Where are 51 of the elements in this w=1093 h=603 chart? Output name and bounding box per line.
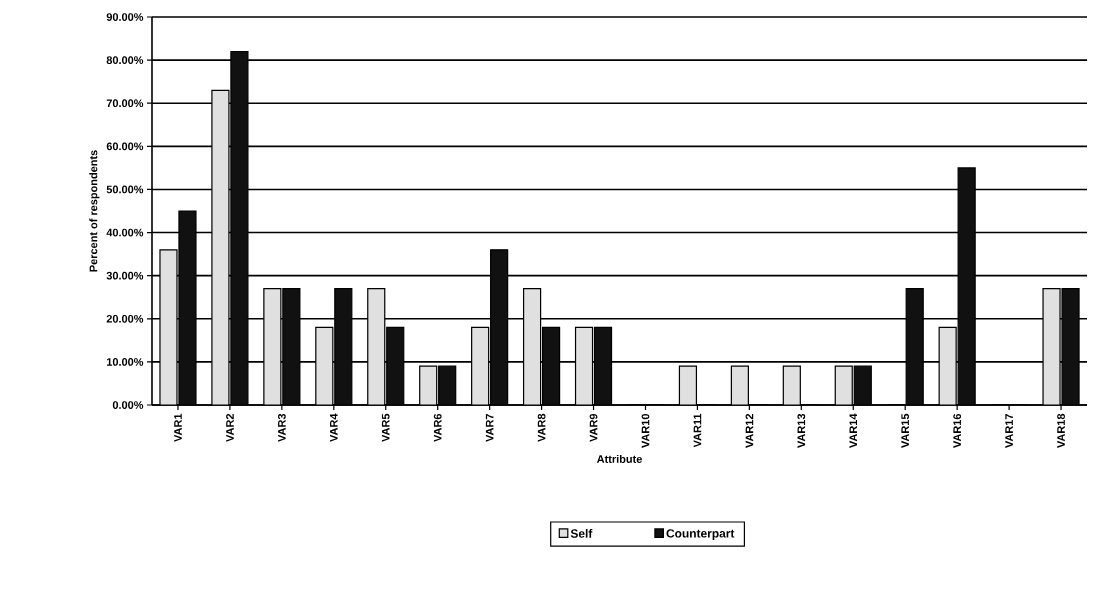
bar	[575, 327, 593, 405]
legend-label: Counterpart	[666, 529, 735, 540]
x-tick-label: VAR2	[226, 413, 234, 442]
bar	[906, 288, 924, 405]
bar	[367, 288, 385, 405]
x-tick-label: VAR7	[485, 414, 494, 442]
x-tick-label: VAR16	[953, 413, 962, 448]
y-tick-label: 90.00%	[106, 13, 144, 21]
x-tick-label: VAR6	[433, 413, 442, 442]
x-tick-label: VAR1	[174, 413, 182, 442]
y-axis-title: Percent of respondents	[89, 150, 100, 272]
x-tick-label: VAR10	[641, 413, 650, 448]
x-tick-label: VAR9	[589, 413, 598, 442]
bar	[731, 366, 749, 405]
x-tick-label: VAR8	[537, 413, 546, 442]
y-tick-label: 0.00%	[112, 401, 144, 409]
x-tick-label: VAR4	[330, 413, 338, 442]
x-tick-label: VAR17	[1005, 414, 1013, 448]
bar	[386, 327, 404, 405]
y-tick-label: 20.00%	[106, 314, 144, 323]
bar	[419, 366, 437, 405]
y-tick-label: 10.00%	[107, 358, 144, 366]
bar	[783, 366, 801, 405]
bar	[490, 249, 508, 405]
y-tick-label: 50.00%	[106, 185, 144, 194]
y-tick-label: 40.00%	[106, 228, 144, 237]
bar	[854, 366, 872, 405]
x-tick-label: VAR15	[901, 413, 910, 448]
bar	[939, 327, 957, 405]
bar	[835, 366, 853, 405]
bar	[679, 366, 697, 405]
x-tick-label: VAR18	[1057, 413, 1065, 448]
x-tick-label: VAR3	[277, 413, 286, 442]
y-tick-label: 60.00%	[106, 142, 144, 151]
x-tick-label: VAR5	[381, 413, 390, 442]
bar	[594, 327, 612, 405]
bar	[438, 366, 456, 405]
y-tick-label: 30.00%	[106, 271, 144, 280]
bar	[334, 288, 352, 405]
bar	[471, 327, 489, 405]
y-tick-label: 70.00%	[106, 99, 144, 108]
x-axis-title: Attribute	[596, 454, 642, 463]
x-tick-label: VAR12	[745, 413, 754, 448]
bar	[523, 288, 541, 405]
x-tick-label: VAR11	[693, 413, 702, 448]
x-tick-label: VAR14	[849, 413, 858, 448]
y-tick-label: 80.00%	[106, 56, 144, 64]
legend-label: Self	[570, 529, 593, 538]
x-tick-label: VAR13	[797, 413, 806, 448]
bar	[542, 327, 560, 405]
bar	[315, 327, 333, 405]
